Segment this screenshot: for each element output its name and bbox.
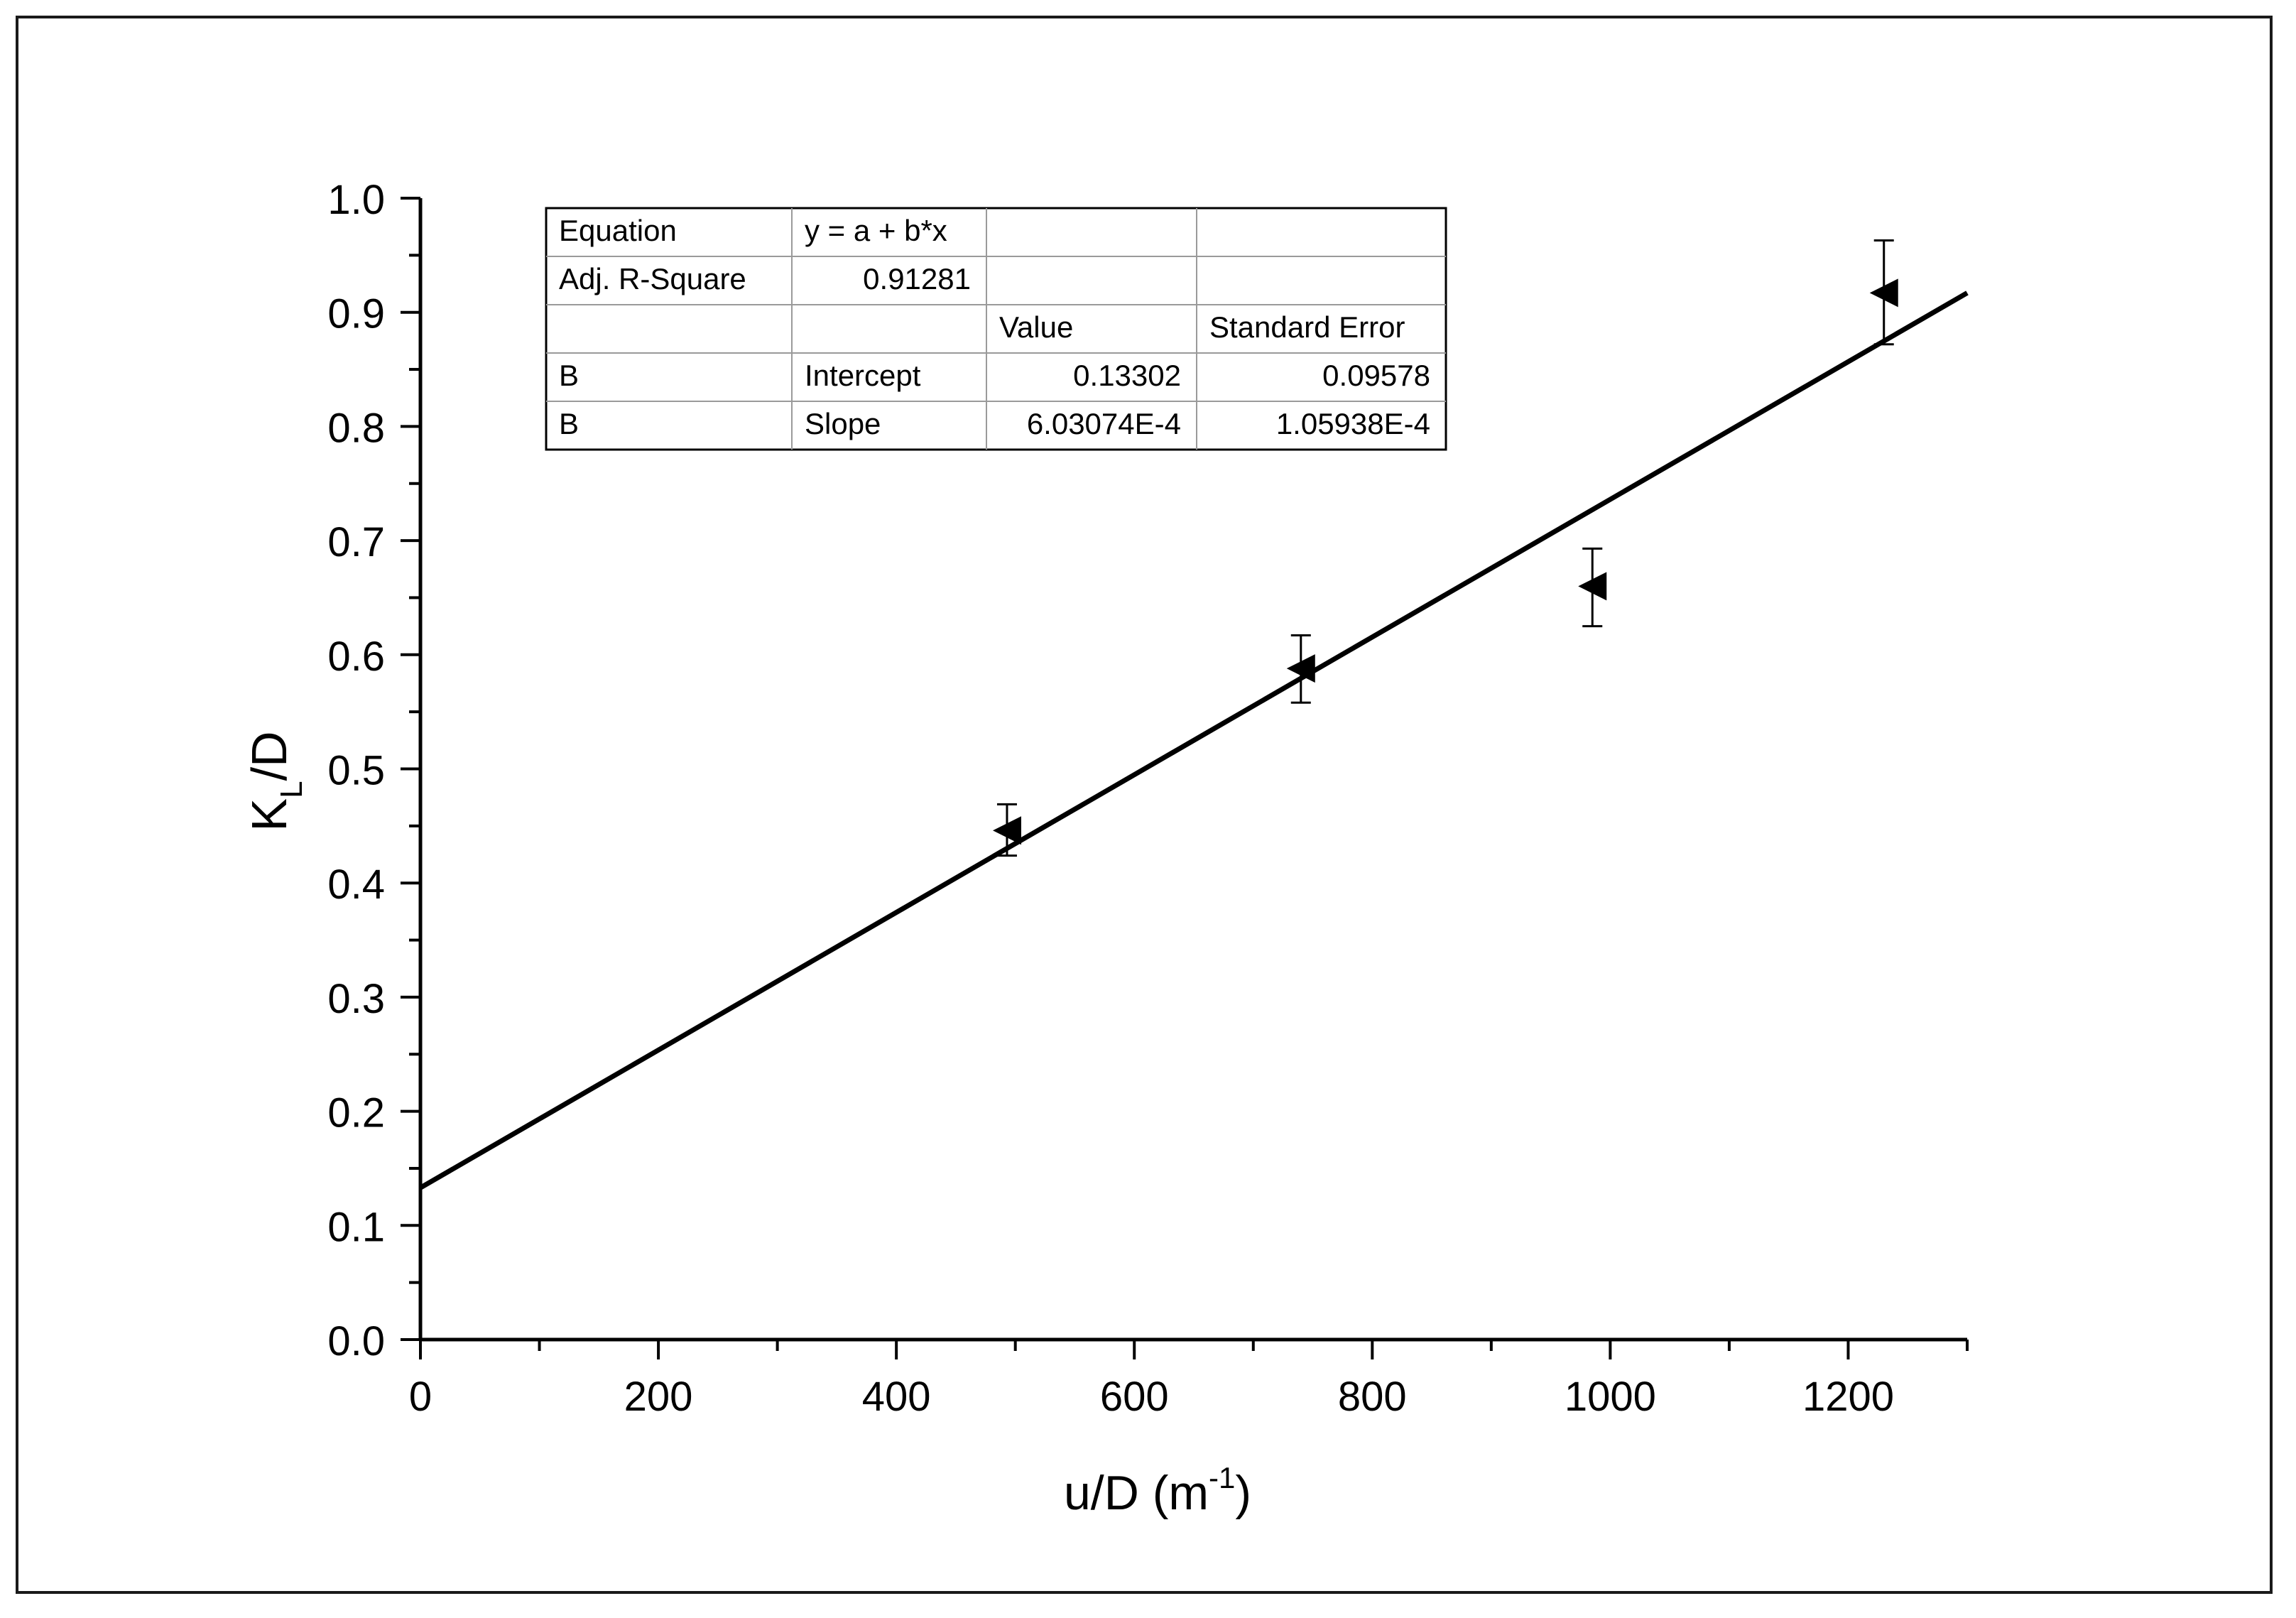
- y-tick-label: 0.7: [327, 519, 385, 565]
- x-tick-label: 200: [624, 1374, 693, 1420]
- y-tick-label: 0.1: [327, 1204, 385, 1250]
- y-tick-label: 0.4: [327, 862, 385, 908]
- fit-table-cell: 0.09578: [1322, 359, 1430, 392]
- x-tick-label: 600: [1100, 1374, 1169, 1420]
- y-axis-label: KL/D: [241, 731, 309, 831]
- x-axis-label-end: ): [1235, 1466, 1251, 1520]
- fit-table-cell: 0.91281: [863, 262, 971, 295]
- fit-table-cell: Intercept: [805, 359, 921, 392]
- linear-fit-line: [419, 291, 1969, 1190]
- fit-table-cell: Adj. R-Square: [559, 262, 746, 295]
- fit-table-cell: 0.13302: [1073, 359, 1181, 392]
- x-tick-label: 1200: [1802, 1374, 1894, 1420]
- y-axis-label-sub: L: [274, 781, 309, 798]
- y-axis-label-end: /D: [241, 731, 297, 781]
- fit-table-cell: Equation: [559, 214, 677, 247]
- fit-table-cell: Standard Error: [1209, 310, 1405, 344]
- x-axis-label-sup: -1: [1209, 1461, 1235, 1494]
- y-axis-label-main: K: [241, 798, 297, 832]
- y-tick-label: 0.2: [327, 1090, 385, 1136]
- data-point-marker: [1286, 654, 1315, 683]
- y-tick-label: 0.6: [327, 634, 385, 680]
- y-tick-label: 0.3: [327, 976, 385, 1022]
- x-axis-label-main: u/D (m: [1064, 1466, 1209, 1520]
- data-point-marker: [992, 816, 1021, 845]
- fit-table-cell: 1.05938E-4: [1276, 407, 1430, 440]
- y-tick-label: 0.9: [327, 291, 385, 337]
- data-point-marker: [1869, 278, 1898, 308]
- fit-table-cell: 6.03074E-4: [1027, 407, 1181, 440]
- x-axis-label: u/D (m-1): [1064, 1461, 1251, 1520]
- x-tick-label: 400: [862, 1374, 931, 1420]
- fit-table-border: [545, 207, 1447, 451]
- y-tick-label: 1.0: [327, 177, 385, 223]
- y-tick-label: 0.5: [327, 748, 385, 794]
- x-tick-label: 1000: [1565, 1374, 1656, 1420]
- fit-table-cell: B: [559, 407, 579, 440]
- plot-area: 0.0 0.1 0.2 0.3 0.4 0.5 0.6 0.7 0.8 0.9 1.0 0 200 400…: [327, 177, 1969, 1420]
- data-marks: [419, 239, 1969, 1190]
- fit-table-cell: B: [559, 359, 579, 392]
- data-point-marker: [1578, 572, 1607, 601]
- y-tick-label: 0.0: [327, 1318, 385, 1364]
- fit-table-cell: Slope: [805, 407, 881, 440]
- chart-frame: Equation y = a + b*x Adj. R-Square 0.91281 V…: [16, 16, 2273, 1594]
- fit-table-cell: Value: [999, 310, 1073, 344]
- fit-table-cell: y = a + b*x: [805, 214, 947, 247]
- scatter-chart: Equation y = a + b*x Adj. R-Square 0.91281 V…: [241, 177, 1969, 1520]
- x-tick-label: 0: [409, 1374, 432, 1420]
- fit-results-table: Equation y = a + b*x Adj. R-Square 0.91281 V…: [545, 207, 1447, 451]
- x-tick-label: 800: [1338, 1374, 1407, 1420]
- y-tick-label: 0.8: [327, 405, 385, 451]
